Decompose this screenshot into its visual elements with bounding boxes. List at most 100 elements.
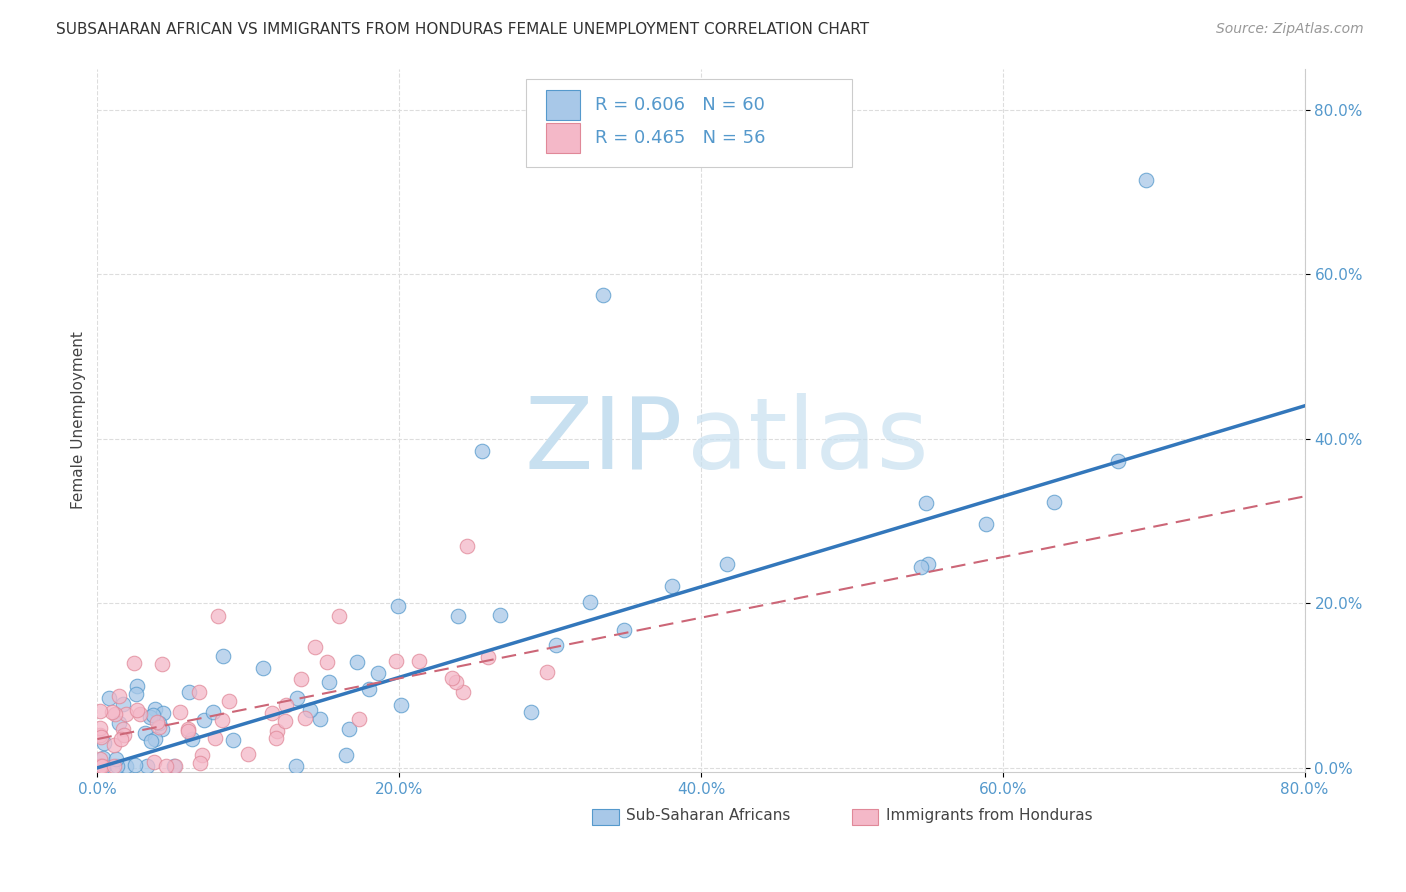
Point <box>328 608 350 623</box>
Bar <box>547 123 581 153</box>
Point <box>105 759 128 773</box>
Point <box>221 732 243 747</box>
Point <box>444 675 467 690</box>
Point <box>89 728 111 742</box>
Point <box>103 738 125 752</box>
Point <box>193 713 215 727</box>
Point <box>162 759 184 773</box>
Text: SUBSAHARAN AFRICAN VS IMMIGRANTS FROM HONDURAS FEMALE UNEMPLOYMENT CORRELATION C: SUBSAHARAN AFRICAN VS IMMIGRANTS FROM HO… <box>56 22 869 37</box>
Point <box>89 704 111 718</box>
Point <box>89 752 111 766</box>
Point <box>266 724 288 739</box>
Point <box>441 671 464 685</box>
Point <box>252 661 274 675</box>
Point <box>152 706 174 720</box>
Point <box>104 707 127 722</box>
Point <box>456 539 478 553</box>
Point <box>613 623 636 637</box>
Point <box>148 720 170 734</box>
Point <box>201 705 224 719</box>
Point <box>447 609 470 624</box>
Point <box>150 657 173 672</box>
Point <box>471 444 494 458</box>
Text: Source: ZipAtlas.com: Source: ZipAtlas.com <box>1216 22 1364 37</box>
Point <box>124 758 146 772</box>
Point <box>163 759 186 773</box>
Point <box>385 654 408 668</box>
Point <box>264 731 287 745</box>
Point <box>101 705 124 719</box>
FancyBboxPatch shape <box>526 79 852 167</box>
Text: Sub-Saharan Africans: Sub-Saharan Africans <box>626 808 790 823</box>
Text: Immigrants from Honduras: Immigrants from Honduras <box>886 808 1092 823</box>
Point <box>536 665 558 679</box>
Point <box>93 735 115 749</box>
Point <box>112 728 135 742</box>
Point <box>136 759 159 773</box>
Point <box>125 687 148 701</box>
Bar <box>592 809 619 825</box>
Point <box>89 759 111 773</box>
Point <box>316 655 339 669</box>
Point <box>98 690 121 705</box>
Point <box>579 595 602 609</box>
Point <box>274 698 297 712</box>
Point <box>148 716 170 731</box>
Point <box>1107 453 1129 467</box>
Point <box>1042 495 1064 509</box>
Point <box>150 723 173 737</box>
Point <box>262 706 284 720</box>
Point <box>1135 172 1157 186</box>
Point <box>108 716 131 731</box>
Point <box>155 759 177 773</box>
Point <box>187 685 209 699</box>
Point <box>176 723 198 738</box>
Point <box>914 496 936 510</box>
Point <box>391 698 413 712</box>
Point <box>346 655 368 669</box>
Point <box>143 731 166 746</box>
Point <box>169 705 191 719</box>
Point <box>114 706 136 721</box>
Point <box>142 708 165 723</box>
Point <box>408 654 430 668</box>
Point <box>290 672 312 686</box>
Point <box>89 721 111 735</box>
Point <box>337 722 360 736</box>
Point <box>917 557 939 571</box>
Point <box>114 759 136 773</box>
Point <box>661 579 683 593</box>
Point <box>138 710 160 724</box>
Point <box>357 681 380 696</box>
Point <box>349 712 371 726</box>
Bar <box>547 90 581 120</box>
Point <box>112 722 135 736</box>
Point <box>125 703 148 717</box>
Point <box>285 691 308 706</box>
Point <box>274 714 297 728</box>
Point <box>308 712 330 726</box>
Point <box>134 726 156 740</box>
Point <box>976 517 998 532</box>
Bar <box>852 809 879 825</box>
Y-axis label: Female Unemployment: Female Unemployment <box>72 331 86 509</box>
Point <box>318 674 340 689</box>
Point <box>177 722 200 736</box>
Point <box>141 733 163 747</box>
Point <box>285 759 308 773</box>
Point <box>103 759 125 773</box>
Point <box>122 656 145 670</box>
Point <box>146 714 169 729</box>
Point <box>544 638 567 652</box>
Point <box>190 756 212 771</box>
Point <box>520 705 543 719</box>
Point <box>387 599 409 614</box>
Point <box>451 685 474 699</box>
Text: ZIP: ZIP <box>524 392 683 490</box>
Point <box>299 703 322 717</box>
Point <box>191 748 214 763</box>
Point <box>93 759 115 773</box>
Point <box>91 759 114 773</box>
Point <box>367 665 389 680</box>
Point <box>335 747 357 762</box>
